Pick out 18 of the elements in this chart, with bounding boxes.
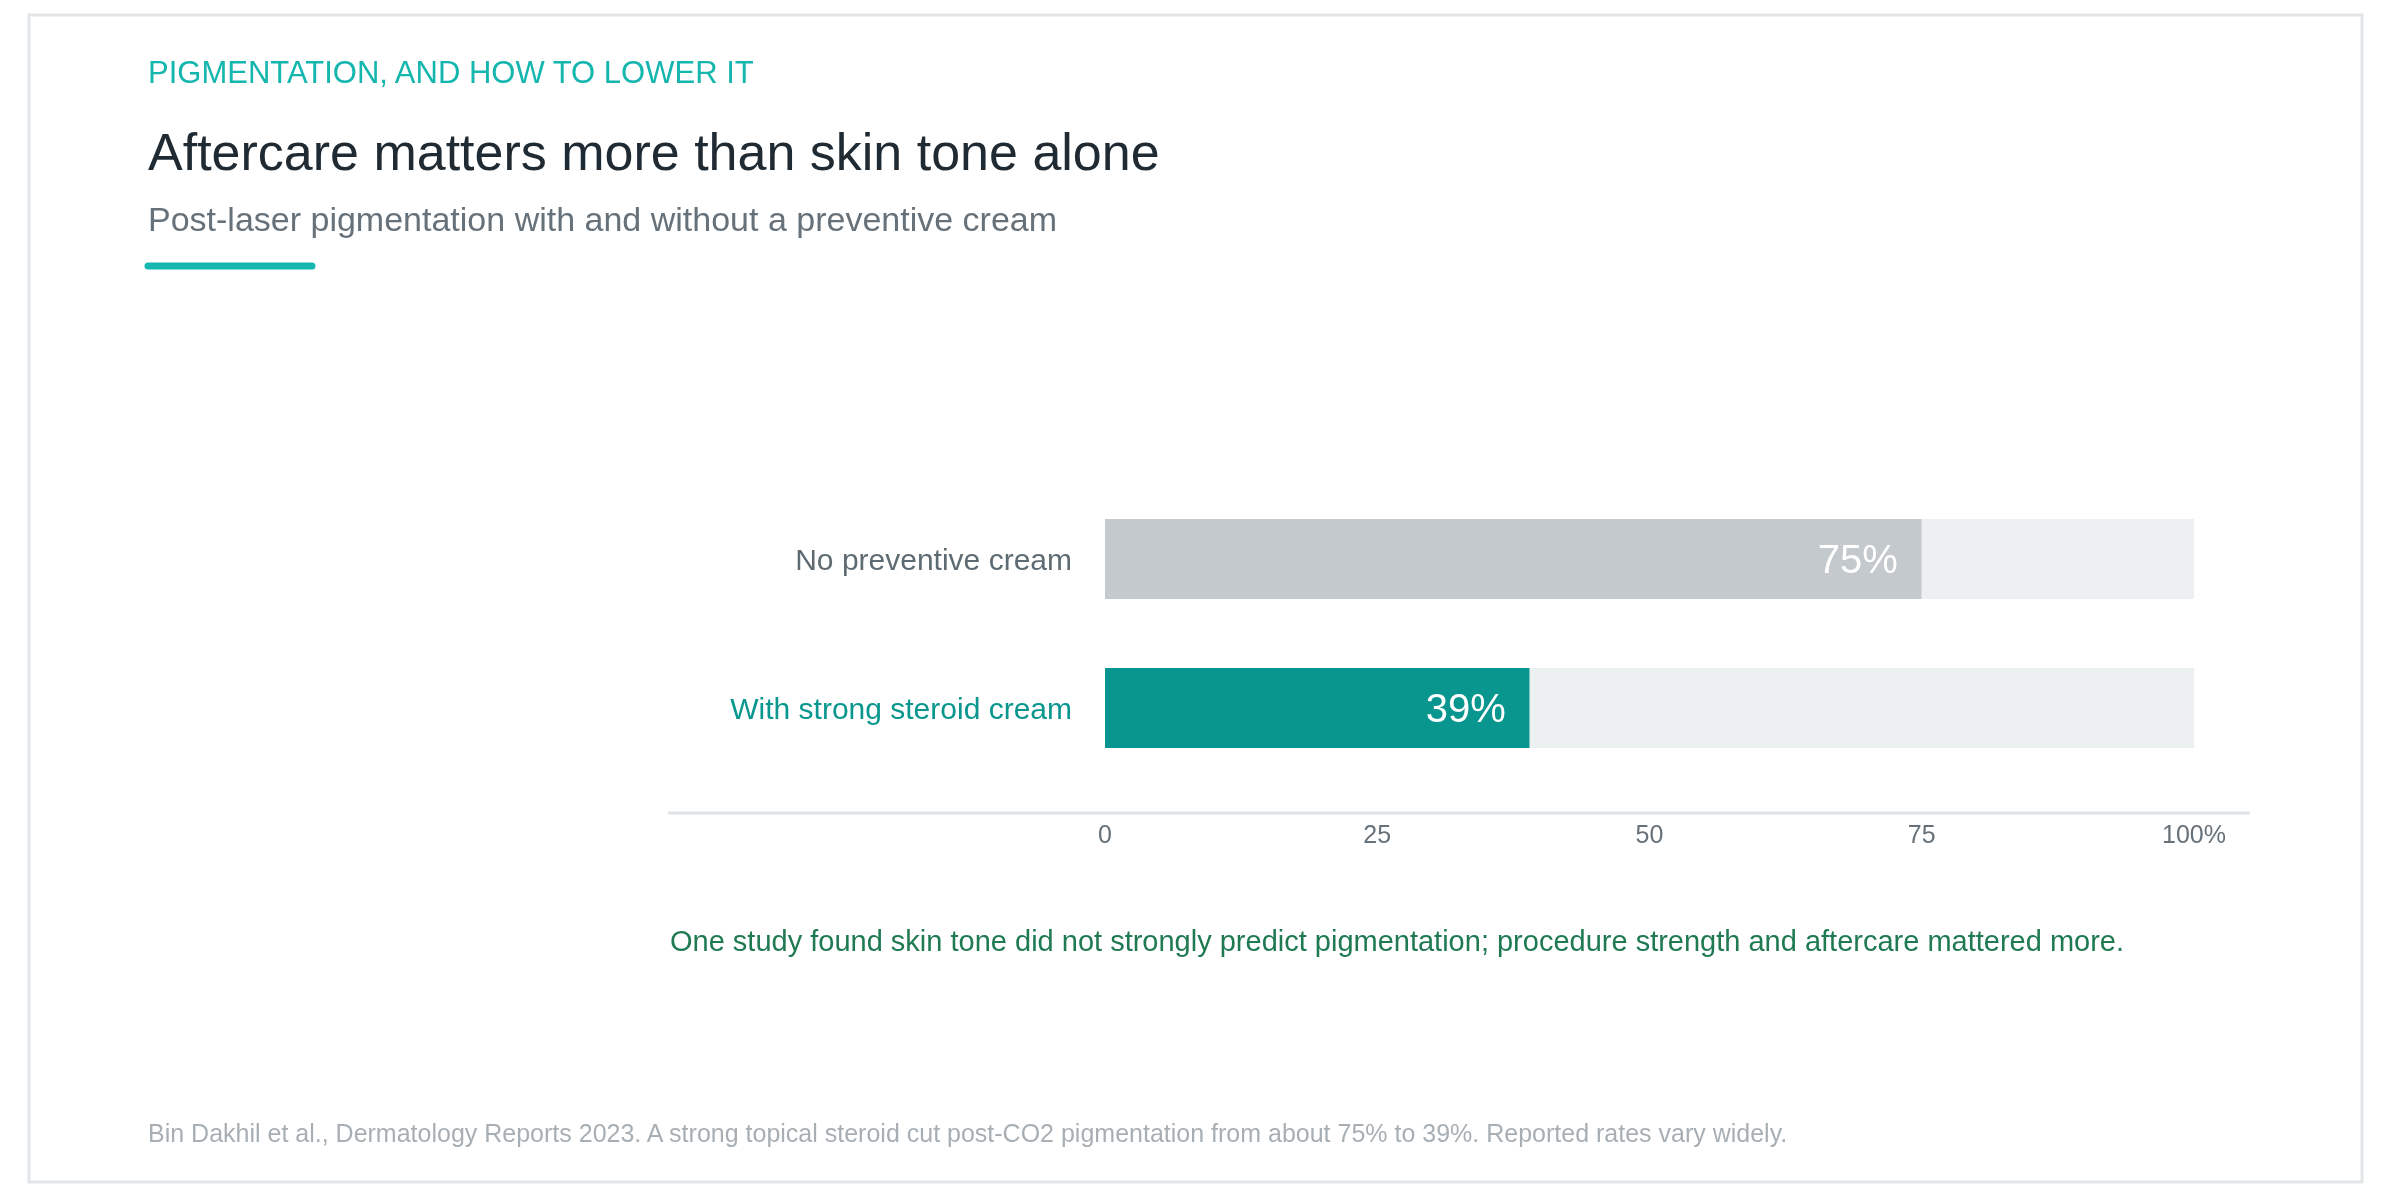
bar [1105,519,1922,600]
text: PIGMENTATION, AND HOW TO LOWER IT [148,55,754,91]
bar [1105,667,1530,748]
text: Post-laser pigmentation with and without a preventive cream [148,200,1058,238]
y-tick-label: With strong steroid cream [730,691,1072,725]
x-tick-label: 50 [1635,820,1664,848]
text: Aftercare matters more than skin tone alone [148,123,1160,181]
data-label: 75% [1817,537,1898,582]
data-label: 39% [1425,686,1506,731]
y-tick-label: No preventive cream [795,542,1072,576]
x-tick-label: 0 [1098,820,1112,848]
bar [1529,667,2194,748]
x-tick-label: 25 [1363,820,1392,848]
bar [1921,519,2194,600]
x-tick-label: 100% [2162,820,2226,848]
text: Bin Dakhil et al., Dermatology Reports 2023. A strong topical steroid cut post-CO2 pigmentation from about 75% to 39%. Reported rates vary widely. [148,1119,1788,1147]
text: One study found skin tone did not strongly predict pigmentation; procedure strength and aftercare mattered more. [670,925,2125,958]
x-tick-label: 75 [1907,820,1936,848]
